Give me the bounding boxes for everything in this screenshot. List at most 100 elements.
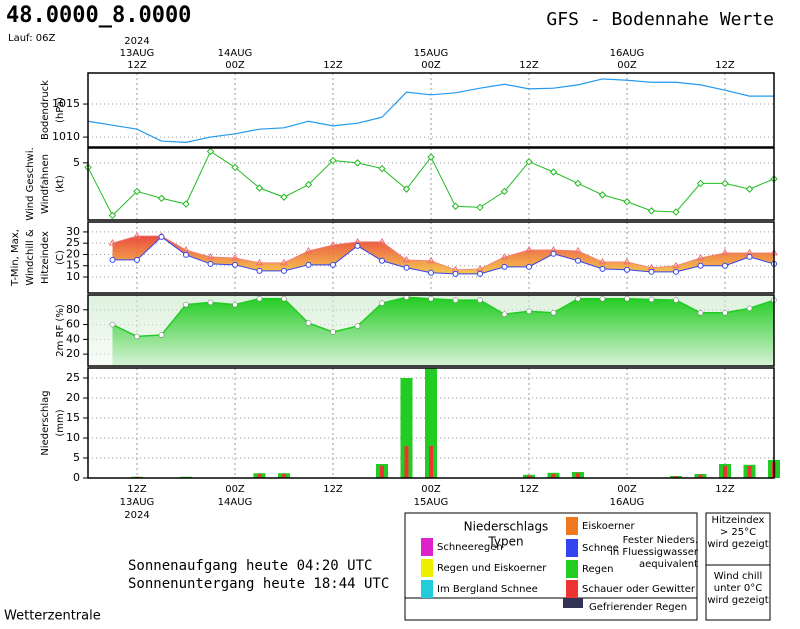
wind-point [574, 179, 582, 188]
y-tick-label: 5 [73, 451, 80, 464]
temp-min-point [477, 270, 483, 277]
panel-frame [87, 221, 775, 294]
humidity-point [330, 329, 336, 335]
precip-bar [380, 466, 384, 478]
panel-frame [87, 367, 775, 479]
x-tick-label: 12Z [715, 60, 735, 71]
humidity-point [183, 301, 189, 308]
y-tick-label: 1015 [52, 97, 80, 110]
y-axis-label: (hPa) [55, 97, 66, 123]
temp-min-point [403, 264, 410, 271]
humidity-point [354, 323, 361, 329]
x-tick-label: 12Z [715, 484, 735, 495]
wind-point [402, 185, 411, 193]
x-tick-date: 15AUG [414, 497, 449, 508]
humidity-point [452, 297, 459, 303]
y-axis-label: Wind Geschwi. [25, 147, 36, 220]
pressure-line [87, 78, 774, 143]
humidity-point [207, 299, 214, 306]
humidity-point [526, 308, 532, 315]
x-tick-label: 12Z [127, 60, 147, 71]
wind-point [598, 191, 607, 199]
temp-min-point [550, 250, 557, 257]
temp-max-point [696, 253, 705, 261]
legend-side-note: wird gezeigt [707, 539, 768, 550]
temp-max-point [133, 232, 141, 239]
humidity-point [232, 301, 238, 308]
temp-min-point [305, 261, 312, 268]
x-tick-label: 12Z [127, 484, 147, 495]
humidity-point [550, 310, 557, 316]
wind-point [647, 207, 656, 215]
temp-max-point [280, 258, 288, 266]
y-tick-label: 5 [73, 156, 80, 169]
y-axis-label: T-Min, Max, [10, 229, 21, 287]
x-tick-label: 12Z [323, 484, 343, 495]
precip-bar [576, 473, 580, 478]
temp-min-point [746, 253, 753, 260]
y-tick-label: 25 [66, 236, 80, 249]
temp-min-point [599, 265, 606, 272]
y-tick-label: 15 [66, 259, 80, 272]
humidity-point [697, 310, 704, 316]
humidity-point [109, 321, 116, 328]
y-tick-label: 20 [66, 247, 80, 260]
legend-side-note: unter 0°C [714, 583, 762, 594]
humidity-point [305, 320, 312, 326]
humidity-point [722, 310, 728, 316]
precip-bar [723, 466, 727, 478]
temp-min-point [379, 257, 385, 264]
wind-point [696, 179, 705, 188]
wind-point [500, 187, 509, 196]
humidity-point [379, 300, 385, 306]
humidity-point [673, 297, 679, 303]
temp-max-point [672, 261, 680, 269]
humidity-point [158, 332, 165, 338]
temp-min-point [575, 257, 581, 264]
temp-min-point [256, 267, 263, 274]
legend-swatch [566, 539, 578, 557]
legend-label: Gefrierender Regen [589, 602, 687, 613]
precip-bar [400, 378, 413, 478]
x-tick-year: 2024 [124, 510, 149, 521]
y-axis-label: (kt) [55, 175, 66, 193]
y-tick-label: 20 [66, 347, 80, 360]
temp-max-point [402, 255, 411, 263]
legend-swatch [421, 559, 433, 577]
wind-point [182, 200, 190, 208]
temp-max-point [231, 253, 239, 261]
wind-point [157, 194, 166, 202]
footer: Wetterzentrale [4, 609, 101, 624]
legend-title: Niederschlags [464, 520, 549, 534]
temp-min-point [428, 269, 434, 276]
y-axis-label: (C) [55, 250, 66, 265]
y-tick-label: 80 [66, 303, 80, 316]
legend-note: Fester Nieders. [623, 535, 698, 546]
legend-swatch [421, 580, 433, 598]
y-tick-label: 40 [66, 332, 80, 345]
wind-point [623, 198, 631, 206]
wind-point [549, 168, 558, 176]
temp-min-point [134, 256, 140, 263]
y-tick-label: 15 [66, 411, 80, 424]
legend-swatch [563, 598, 583, 608]
humidity-point [624, 295, 630, 302]
chart-title: GFS - Bodennahe Werte [546, 9, 774, 30]
x-tick-date: 16AUG [610, 48, 645, 59]
panel-frame [87, 72, 775, 148]
y-axis-label: 2m RF (%) [55, 304, 66, 357]
wind-point [255, 184, 264, 192]
legend-side-note: Hitzeindex [712, 515, 765, 526]
y-axis-label: Niederschlag [40, 390, 51, 455]
legend-title: Typen [487, 535, 523, 549]
temp-max-point [329, 241, 337, 248]
humidity-point [256, 295, 263, 302]
temp-max-point [500, 252, 509, 260]
legend-side-note: Wind chill [714, 571, 762, 582]
temp-min-point [697, 262, 704, 269]
legend-swatch [421, 538, 433, 556]
wind-point [231, 163, 239, 172]
x-tick-year: 2024 [124, 36, 149, 47]
x-tick-label: 00Z [421, 60, 441, 71]
